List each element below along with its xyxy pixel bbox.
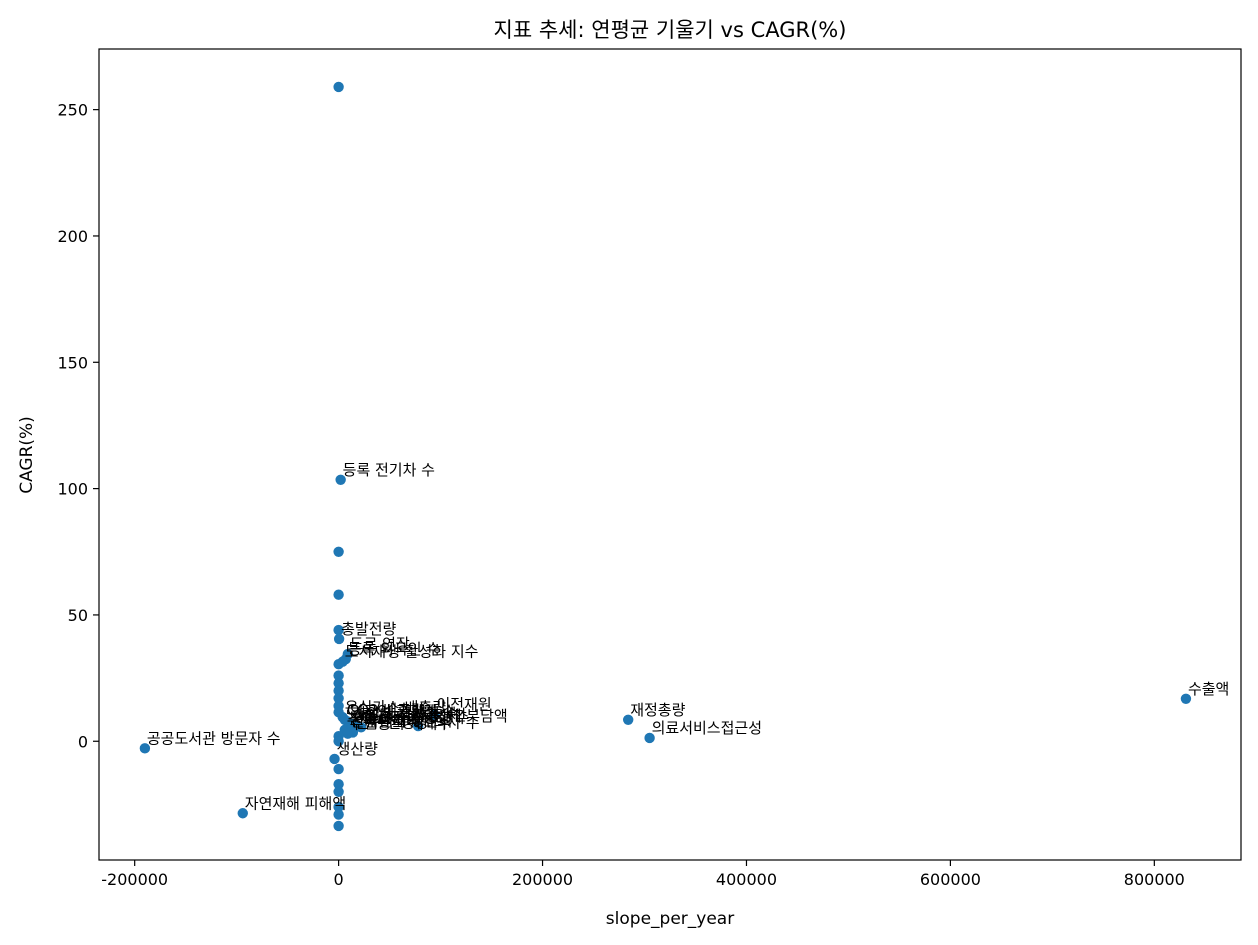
point-label: 인구 천명당 의사 수 — [355, 713, 480, 731]
point-label: 지방세 부담액 — [420, 707, 508, 725]
data-point — [342, 728, 353, 739]
data-point — [333, 786, 344, 797]
y-axis-label: CAGR(%) — [17, 416, 37, 494]
data-point — [412, 720, 424, 732]
data-point — [237, 808, 248, 819]
data-point — [429, 709, 440, 720]
data-point — [355, 722, 367, 733]
point-label: 주민등록 세대수 — [350, 715, 451, 733]
data-point — [333, 763, 344, 775]
point-label: 온실가스 배출량 — [345, 698, 447, 716]
point-label: 의료기관 병상 수 — [363, 708, 469, 726]
data-point — [333, 820, 344, 832]
point-label: 사업체 종사자 수 — [353, 705, 459, 723]
point-label: 의료서비스접근성 — [652, 719, 762, 737]
plot-frame — [98, 48, 1242, 861]
point-label: 등록 외국인 수 — [348, 640, 440, 658]
data-point — [333, 693, 344, 704]
y-tick-label: 250 — [57, 101, 88, 120]
x-axis: -200000 0 200000 400000 600000 800000 — [101, 860, 1185, 889]
point-label: 산업단지 생산액 — [351, 712, 452, 730]
point-label: 공공도서관 방문자 수 — [147, 729, 281, 747]
data-point — [333, 546, 344, 557]
point-label: 도로 연장 — [350, 635, 410, 653]
data-point — [333, 81, 344, 93]
data-point — [333, 736, 344, 747]
y-tick-label: 0 — [78, 732, 88, 751]
x-tick-label: 0 — [334, 870, 344, 889]
data-point — [329, 753, 340, 765]
data-point — [333, 633, 345, 645]
data-point — [333, 658, 344, 670]
data-point — [333, 589, 344, 600]
chart-title: 지표 추세: 연평균 기울기 vs CAGR(%) — [494, 18, 847, 42]
point-label: 1인당 지역총생산 — [356, 706, 467, 724]
point-label: 이전재원 — [436, 696, 491, 714]
data-point — [333, 779, 344, 790]
point-label: CO2 배출량 — [347, 701, 425, 719]
point-label: 문화시설 수 — [349, 710, 423, 728]
x-tick-label: -200000 — [101, 870, 168, 889]
x-tick-label: 200000 — [512, 870, 573, 889]
point-label: 등록 전기차 수 — [343, 461, 435, 479]
x-tick-label: 800000 — [1124, 870, 1185, 889]
data-point — [333, 685, 344, 696]
y-axis: 0 50 100 150 200 250 — [57, 101, 99, 751]
data-point — [333, 801, 344, 813]
point-label: 수출액 — [1188, 680, 1229, 698]
data-point — [644, 732, 655, 744]
y-tick-label: 100 — [57, 480, 88, 499]
data-point — [333, 624, 344, 636]
point-label: 주택 매매가격 — [347, 711, 435, 729]
point-label: 도시재생 활성화 지수 — [345, 643, 479, 661]
y-tick-label: 200 — [57, 227, 88, 246]
data-point — [1180, 693, 1192, 705]
point-label: 외국인 관광객 수 — [350, 703, 456, 721]
x-tick-label: 600000 — [920, 870, 981, 889]
data-point — [333, 670, 344, 681]
point-label: 자연재해 피해액 — [245, 794, 346, 812]
point-label: 재정총량 — [630, 701, 685, 719]
x-tick-label: 400000 — [716, 870, 777, 889]
data-point — [139, 743, 151, 754]
data-point — [333, 809, 344, 820]
y-tick-label: 150 — [57, 353, 88, 372]
y-tick-label: 50 — [68, 606, 88, 625]
point-label: 총발전량 — [341, 620, 396, 638]
data-point — [335, 474, 346, 485]
point-label: 생산량 — [337, 740, 379, 758]
x-axis-label: slope_per_year — [606, 909, 734, 929]
points-layer — [139, 81, 1192, 832]
data-point — [333, 677, 344, 689]
data-point — [622, 714, 634, 725]
